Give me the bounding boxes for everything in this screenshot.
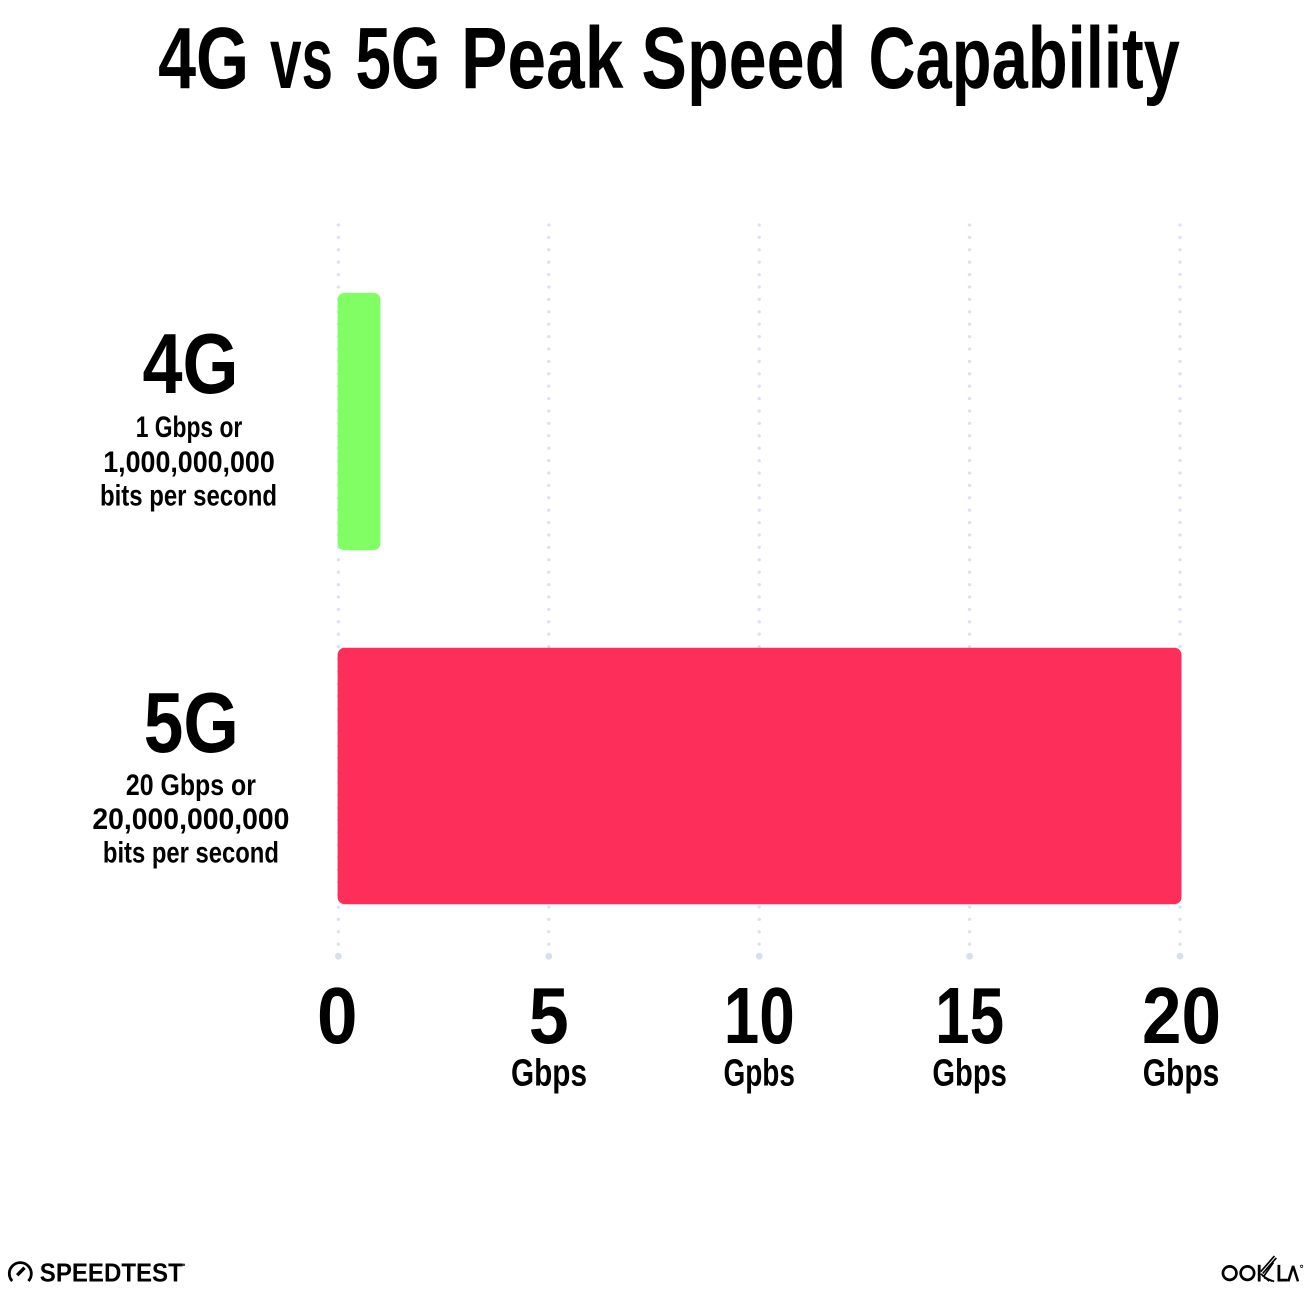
svg-text:20 Gbps or: 20 Gbps or	[126, 769, 256, 802]
svg-text:1,000,000,000: 1,000,000,000	[103, 446, 275, 479]
svg-text:0: 0	[317, 971, 358, 1060]
svg-text:Capability: Capability	[868, 10, 1180, 107]
svg-text:20,000,000,000: 20,000,000,000	[92, 803, 289, 836]
svg-text:Peak: Peak	[461, 10, 624, 107]
svg-text:5G: 5G	[356, 10, 441, 107]
svg-text:15: 15	[935, 971, 1004, 1060]
svg-text:20: 20	[1142, 971, 1221, 1060]
svg-text:vs: vs	[270, 10, 333, 107]
svg-text:5G: 5G	[144, 676, 239, 771]
svg-text:SPEEDTEST: SPEEDTEST	[40, 1257, 183, 1287]
svg-text:Gbps: Gbps	[511, 1053, 587, 1095]
svg-text:1 Gbps or: 1 Gbps or	[136, 411, 243, 444]
svg-text:Gpbs: Gpbs	[723, 1053, 795, 1095]
svg-text:4G: 4G	[143, 317, 239, 412]
svg-text:5: 5	[529, 971, 569, 1060]
svg-text:bits per second: bits per second	[100, 480, 277, 513]
svg-text:4G: 4G	[158, 10, 249, 107]
svg-text:Gbps: Gbps	[932, 1053, 1007, 1095]
svg-text:Speed: Speed	[641, 10, 846, 107]
svg-text:10: 10	[724, 971, 795, 1060]
svg-text:bits per second: bits per second	[103, 837, 279, 870]
svg-text:Gbps: Gbps	[1143, 1053, 1220, 1095]
